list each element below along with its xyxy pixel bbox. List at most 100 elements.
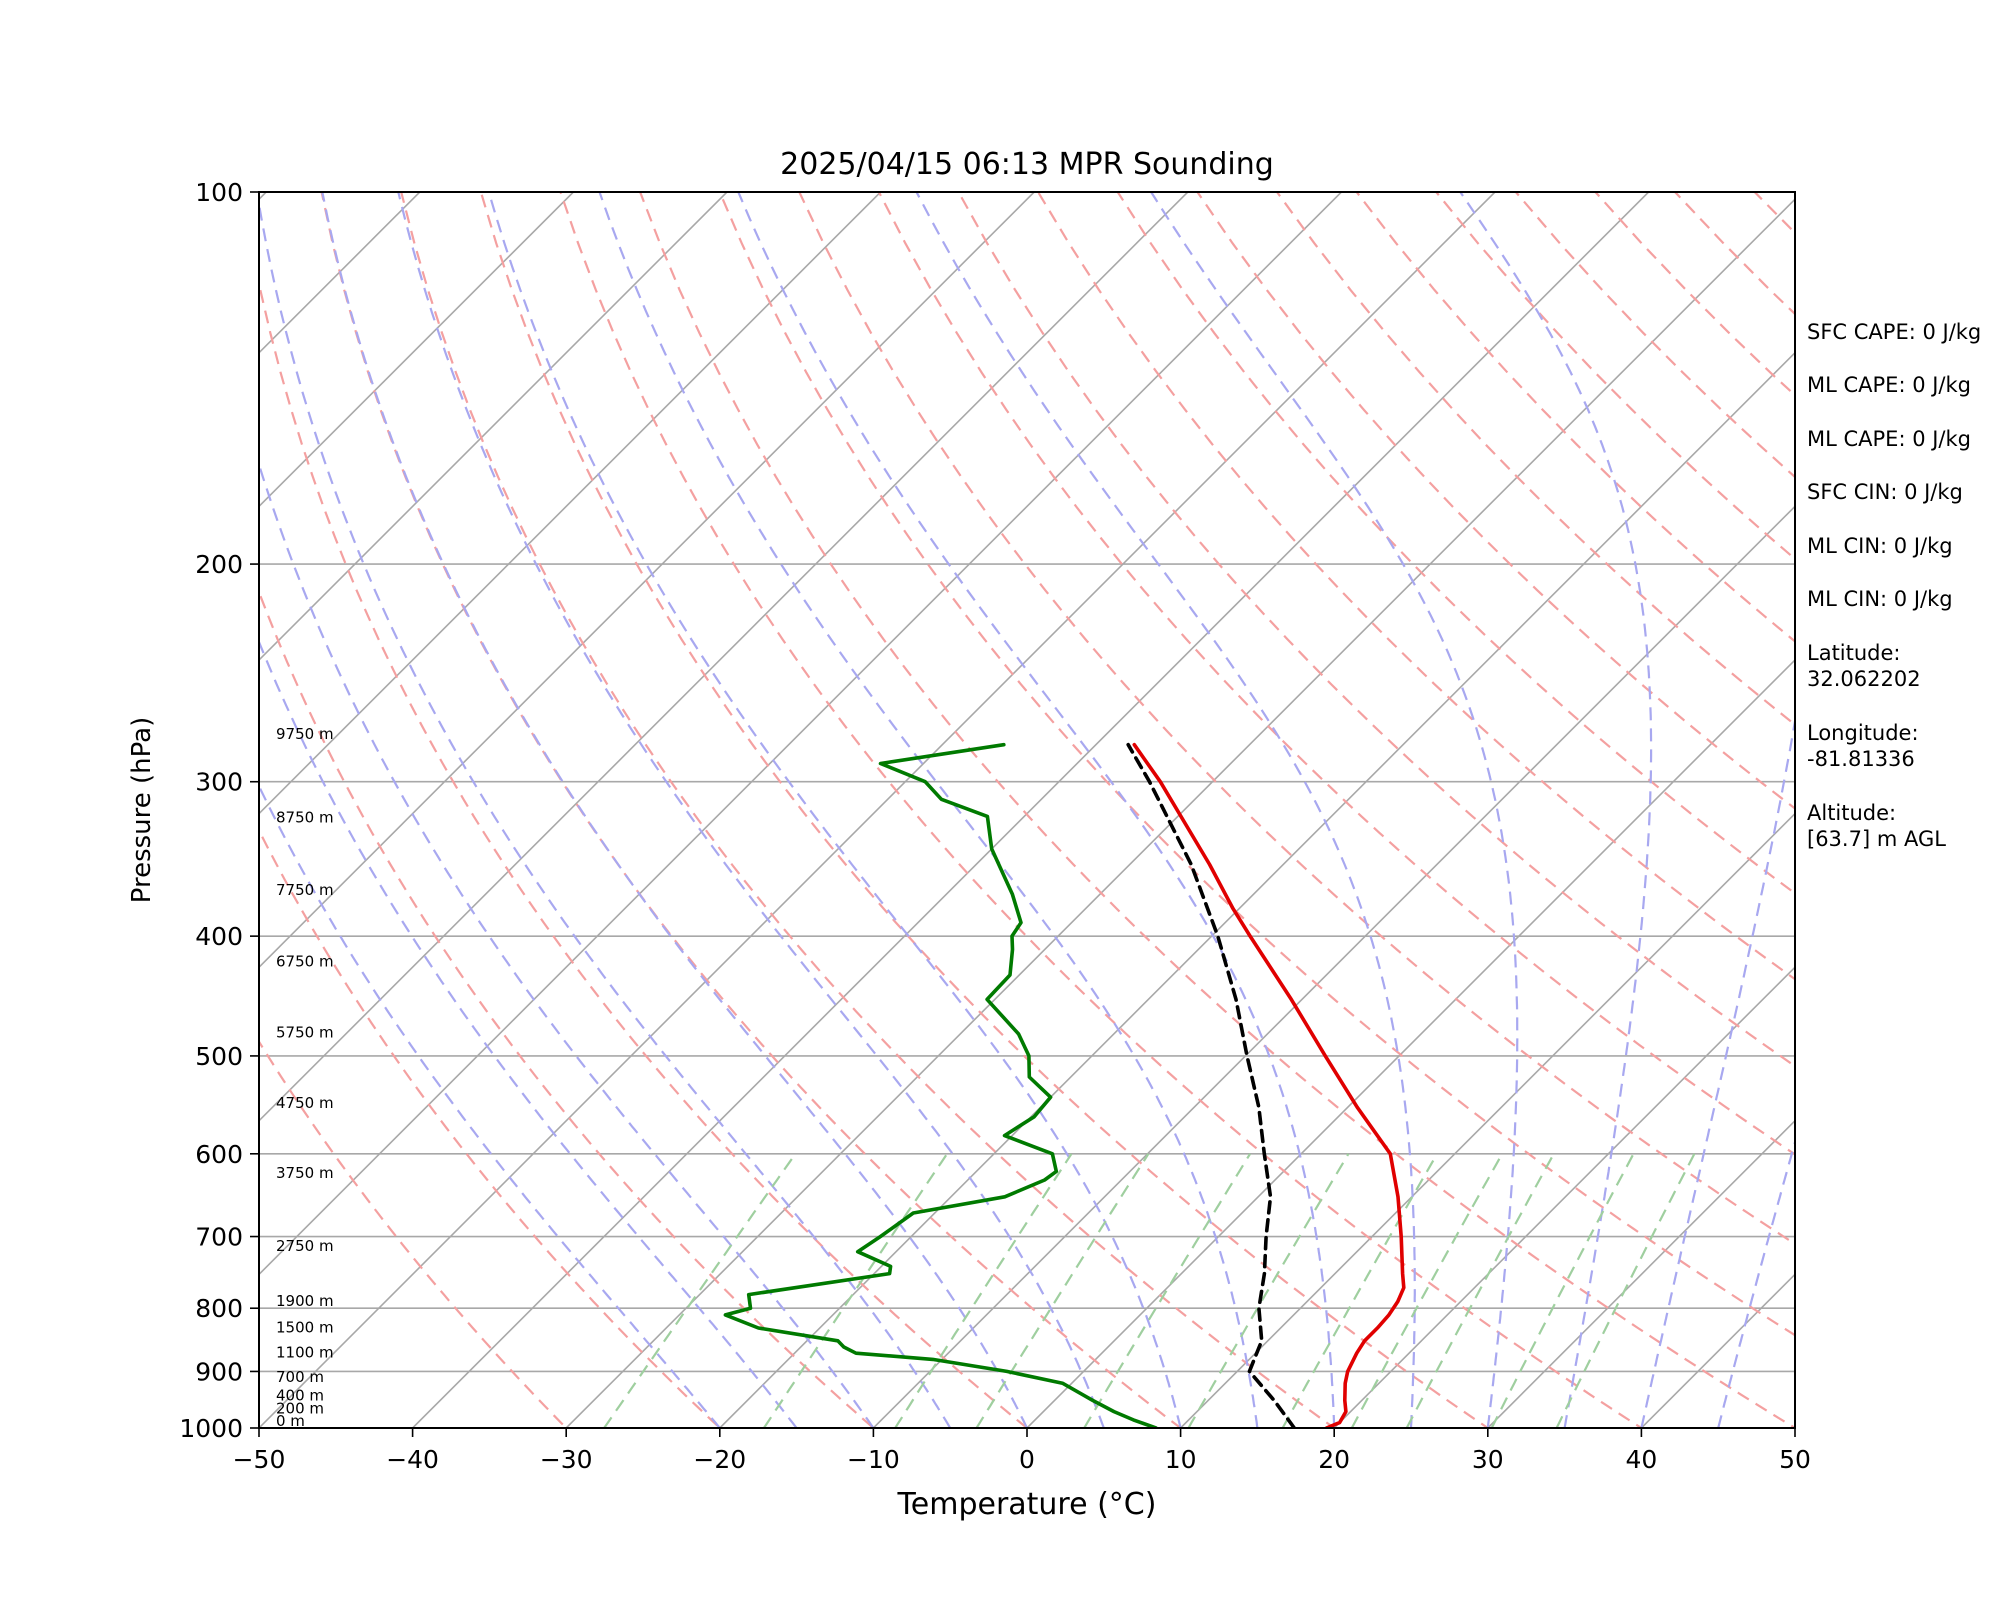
moist-adiabat-line <box>259 783 721 1428</box>
sounding-traces <box>723 742 1406 1428</box>
isotherm-line <box>719 351 1795 1428</box>
isotherm-line <box>1333 966 1795 1428</box>
isotherm-line <box>259 192 1342 1276</box>
dry-adiabat-line <box>718 192 1795 1337</box>
y-tick-label: 500 <box>195 1042 243 1071</box>
sfc-cape-text: SFC CAPE: 0 J/kg <box>1807 320 1981 344</box>
height-label: 9750 m <box>276 725 334 743</box>
height-label: 8750 m <box>276 809 334 827</box>
longitude-value: -81.81336 <box>1807 747 1915 771</box>
x-tick-label: −50 <box>233 1445 286 1474</box>
height-label: 1100 m <box>276 1343 334 1361</box>
height-label: 5750 m <box>276 1024 334 1042</box>
dry-adiabat-line <box>259 277 1029 1428</box>
mixing-ratio-line <box>603 1153 797 1428</box>
dry-adiabat-line <box>1276 192 1795 727</box>
mixing-ratio-line <box>1083 1153 1252 1428</box>
height-label: 3750 m <box>276 1164 334 1182</box>
height-label: 2750 m <box>276 1237 334 1255</box>
y-tick-label: 800 <box>195 1294 243 1323</box>
x-tick-label: −10 <box>847 1445 900 1474</box>
isotherm-line <box>259 192 728 662</box>
isotherm-line <box>259 192 1496 1428</box>
chart-title: 2025/04/15 06:13 MPR Sounding <box>780 147 1274 182</box>
dry-adiabat-line <box>957 192 1795 1068</box>
isotherm-line <box>412 192 1650 1428</box>
isotherm-line <box>259 192 574 508</box>
mixing-ratio-line <box>1350 1153 1504 1428</box>
x-tick-label: 0 <box>1019 1445 1035 1474</box>
moist-adiabat-line <box>1459 192 1653 1428</box>
sfc-cin-text: SFC CIN: 0 J/kg <box>1807 480 1963 504</box>
moist-adiabat-line <box>598 192 1259 1428</box>
height-label: 0 m <box>276 1412 305 1430</box>
grid-clip-group <box>259 192 1795 1428</box>
longitude-label: Longitude: <box>1807 721 1919 745</box>
altitude-value: [63.7] m AGL <box>1807 827 1946 851</box>
parcel-profile-trace <box>1126 742 1297 1428</box>
dry-adiabat-line <box>877 192 1795 1156</box>
height-label: 1900 m <box>276 1292 334 1310</box>
x-tick-label: −40 <box>386 1445 439 1474</box>
x-tick-label: 20 <box>1318 1445 1350 1474</box>
x-axis-label: Temperature (°C) <box>897 1487 1157 1522</box>
x-tick-label: −30 <box>540 1445 593 1474</box>
altitude-label: Altitude: <box>1807 801 1896 825</box>
isotherm-line <box>259 192 1035 969</box>
isotherm-line <box>872 505 1795 1428</box>
moist-adiabat-line <box>1640 715 1795 1428</box>
dry-adiabat-line <box>798 192 1795 1246</box>
dry-adiabat-line <box>1196 192 1795 810</box>
dry-adiabat-line <box>259 589 876 1428</box>
dry-adiabat-line <box>259 1039 568 1428</box>
dry-adiabat-line <box>1116 192 1795 895</box>
height-label: 400 m <box>276 1387 324 1405</box>
y-tick-label: 300 <box>195 768 243 797</box>
y-tick-label: 600 <box>195 1140 243 1169</box>
mixing-ratio-line <box>1555 1153 1696 1428</box>
moist-adiabat-line <box>1150 192 1519 1428</box>
dry-adiabat-line <box>1037 192 1795 981</box>
y-tick-label: 100 <box>195 178 243 207</box>
series-clip-group <box>723 742 1406 1428</box>
mixing-ratio-line <box>1281 1153 1439 1428</box>
moist-adiabat-line <box>487 192 1182 1428</box>
moist-adiabat-line <box>259 197 952 1428</box>
y-tick-label: 1000 <box>179 1414 243 1443</box>
moist-adiabat-line <box>321 192 1028 1428</box>
dry-adiabat-line <box>479 192 1490 1428</box>
height-label: 1500 m <box>276 1318 334 1336</box>
ml-cape-text: ML CAPE: 0 J/kg <box>1807 427 1971 451</box>
plot-frame <box>258 191 1796 1429</box>
isotherm-line <box>259 192 1189 1122</box>
x-tick-label: −20 <box>693 1445 746 1474</box>
background-grid <box>259 192 1795 1428</box>
height-label: 700 m <box>276 1368 324 1386</box>
mixing-ratio-line <box>1405 1153 1555 1428</box>
mixing-ratio-line <box>894 1153 1073 1428</box>
mixing-ratio-line <box>1490 1153 1635 1428</box>
height-label: 4750 m <box>276 1094 334 1112</box>
info-panel: SFC CAPE: 0 J/kg ML CAPE: 0 J/kg ML CAPE… <box>1807 320 1981 851</box>
temperature-trace <box>1132 742 1406 1428</box>
height-label: 200 m <box>276 1400 324 1418</box>
x-tick-label: 30 <box>1472 1445 1504 1474</box>
isotherm-line <box>565 198 1795 1428</box>
y-tick-label: 900 <box>195 1357 243 1386</box>
isotherm-line <box>1026 658 1795 1428</box>
moist-adiabat-line <box>259 460 875 1428</box>
dry-adiabat-line <box>259 828 722 1428</box>
y-axis-ticks: 100 200 300 400 500 600 700 800 900 1000 <box>179 178 259 1443</box>
ml-cape-text: ML CAPE: 0 J/kg <box>1807 373 1971 397</box>
x-axis-ticks: −50 −40 −30 −20 −10 0 10 20 30 40 50 <box>233 1428 1811 1474</box>
mixing-ratio-line <box>762 1153 949 1428</box>
moist-adiabat-line <box>397 192 1105 1428</box>
moist-adiabat-line <box>915 192 1416 1428</box>
ml-cin-text: ML CIN: 0 J/kg <box>1807 534 1953 558</box>
dry-adiabat-line <box>559 192 1644 1428</box>
x-tick-label: 50 <box>1779 1445 1811 1474</box>
y-axis-label: Pressure (hPa) <box>127 717 157 904</box>
dry-adiabat-line <box>639 192 1795 1428</box>
